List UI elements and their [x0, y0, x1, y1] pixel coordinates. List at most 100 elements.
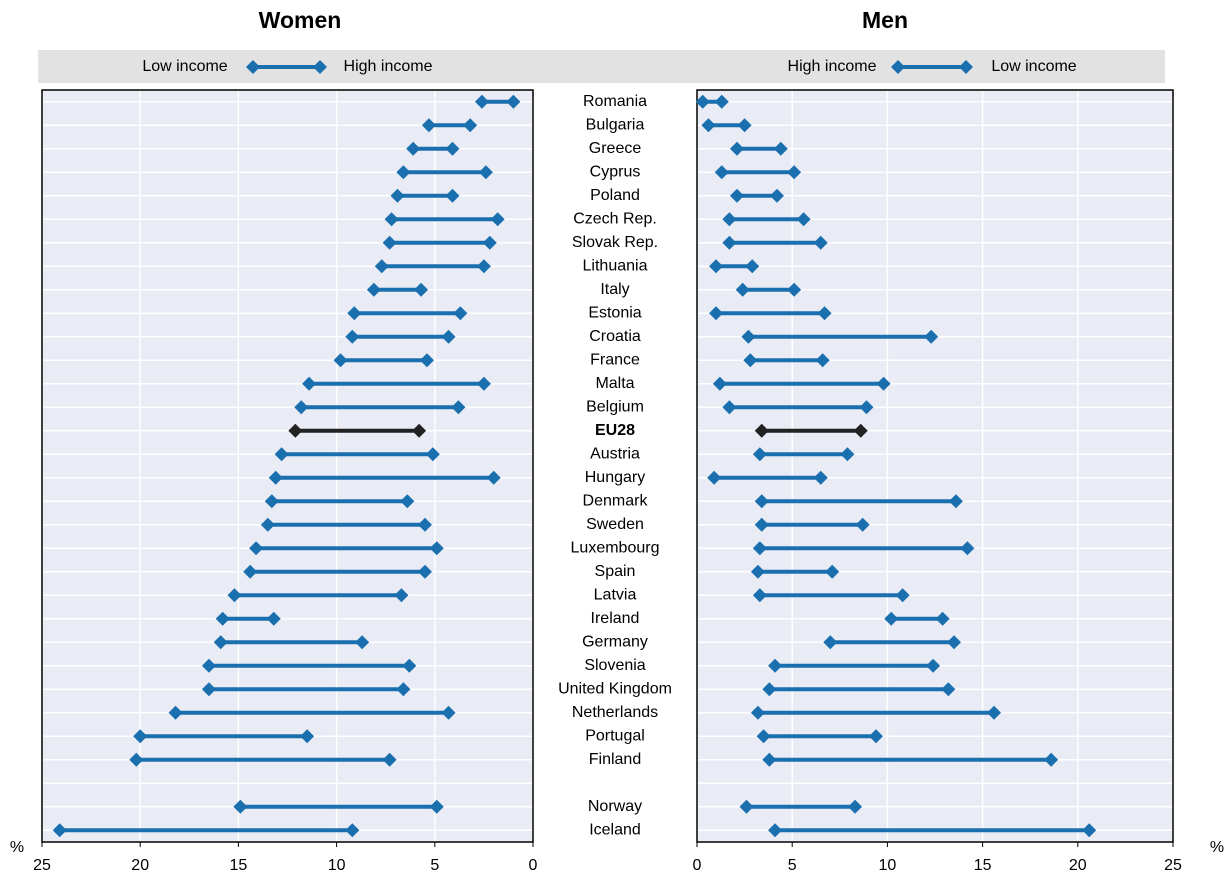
- marker: [264, 494, 279, 509]
- category-label: Denmark: [583, 492, 649, 509]
- axis-unit: %: [10, 839, 24, 856]
- plot-area: [697, 90, 1173, 842]
- category-label: Cyprus: [590, 163, 641, 180]
- marker: [768, 823, 783, 838]
- category-label: Czech Rep.: [573, 210, 657, 227]
- marker: [754, 423, 769, 438]
- marker: [848, 799, 863, 814]
- marker: [429, 799, 444, 814]
- marker: [402, 658, 417, 673]
- x-tick-label: 5: [430, 857, 439, 874]
- marker: [463, 118, 478, 133]
- marker: [948, 494, 963, 509]
- category-label: Hungary: [585, 469, 645, 486]
- marker: [737, 118, 752, 133]
- marker: [260, 517, 275, 532]
- category-label: Latvia: [594, 586, 637, 603]
- x-tick-label: 20: [131, 857, 149, 874]
- marker: [722, 212, 737, 227]
- x-tick-label: 15: [230, 857, 248, 874]
- panel-title: Men: [862, 7, 908, 33]
- marker: [506, 94, 521, 109]
- marker: [722, 400, 737, 415]
- marker: [300, 729, 315, 744]
- marker: [486, 470, 501, 485]
- category-label: Ireland: [591, 610, 640, 627]
- marker: [227, 588, 242, 603]
- marker: [895, 588, 910, 603]
- legend-marker: [959, 60, 973, 74]
- marker: [752, 541, 767, 556]
- category-label: United Kingdom: [558, 680, 672, 697]
- marker: [129, 752, 144, 767]
- marker: [441, 329, 456, 344]
- x-tick-label: 10: [879, 857, 897, 874]
- marker: [168, 705, 183, 720]
- marker: [752, 588, 767, 603]
- marker: [390, 188, 405, 203]
- marker: [412, 423, 427, 438]
- category-label: Portugal: [585, 727, 645, 744]
- legend-label: High income: [788, 58, 877, 75]
- marker: [884, 611, 899, 626]
- marker: [787, 165, 802, 180]
- marker: [213, 635, 228, 650]
- marker: [859, 400, 874, 415]
- marker: [752, 447, 767, 462]
- marker: [709, 259, 724, 274]
- x-tick-label: 25: [1164, 857, 1182, 874]
- axis-unit: %: [1210, 839, 1224, 856]
- category-label: Belgium: [586, 398, 644, 415]
- category-label: Sweden: [586, 516, 644, 533]
- marker: [233, 799, 248, 814]
- marker: [773, 141, 788, 156]
- category-label: Slovenia: [584, 657, 645, 674]
- marker: [853, 423, 868, 438]
- marker: [987, 705, 1002, 720]
- marker: [813, 235, 828, 250]
- category-label: Lithuania: [583, 257, 648, 274]
- marker: [396, 165, 411, 180]
- marker: [394, 588, 409, 603]
- marker: [754, 494, 769, 509]
- marker: [396, 682, 411, 697]
- category-label: Estonia: [588, 304, 641, 321]
- category-label: Netherlands: [572, 704, 658, 721]
- marker: [451, 400, 466, 415]
- marker: [714, 165, 729, 180]
- marker: [813, 470, 828, 485]
- marker: [429, 541, 444, 556]
- marker: [1044, 752, 1059, 767]
- marker: [935, 611, 950, 626]
- marker: [333, 353, 348, 368]
- marker: [419, 353, 434, 368]
- category-label: Slovak Rep.: [572, 234, 658, 251]
- marker: [268, 470, 283, 485]
- marker: [823, 635, 838, 650]
- legend-label: High income: [344, 58, 433, 75]
- marker: [722, 235, 737, 250]
- marker: [345, 329, 360, 344]
- marker: [840, 447, 855, 462]
- marker: [926, 658, 941, 673]
- marker: [796, 212, 811, 227]
- marker: [266, 611, 281, 626]
- marker: [769, 188, 784, 203]
- legend-label: Low income: [142, 58, 227, 75]
- marker: [474, 94, 489, 109]
- category-label: Germany: [582, 633, 648, 650]
- x-tick-label: 0: [529, 857, 538, 874]
- marker: [52, 823, 67, 838]
- marker: [445, 188, 460, 203]
- marker: [768, 658, 783, 673]
- marker: [762, 682, 777, 697]
- marker: [441, 705, 456, 720]
- marker: [243, 564, 258, 579]
- marker: [347, 306, 362, 321]
- x-tick-label: 5: [788, 857, 797, 874]
- panel-title: Women: [259, 7, 342, 33]
- plot-area: [42, 90, 533, 842]
- category-label: Romania: [583, 93, 647, 110]
- marker: [382, 235, 397, 250]
